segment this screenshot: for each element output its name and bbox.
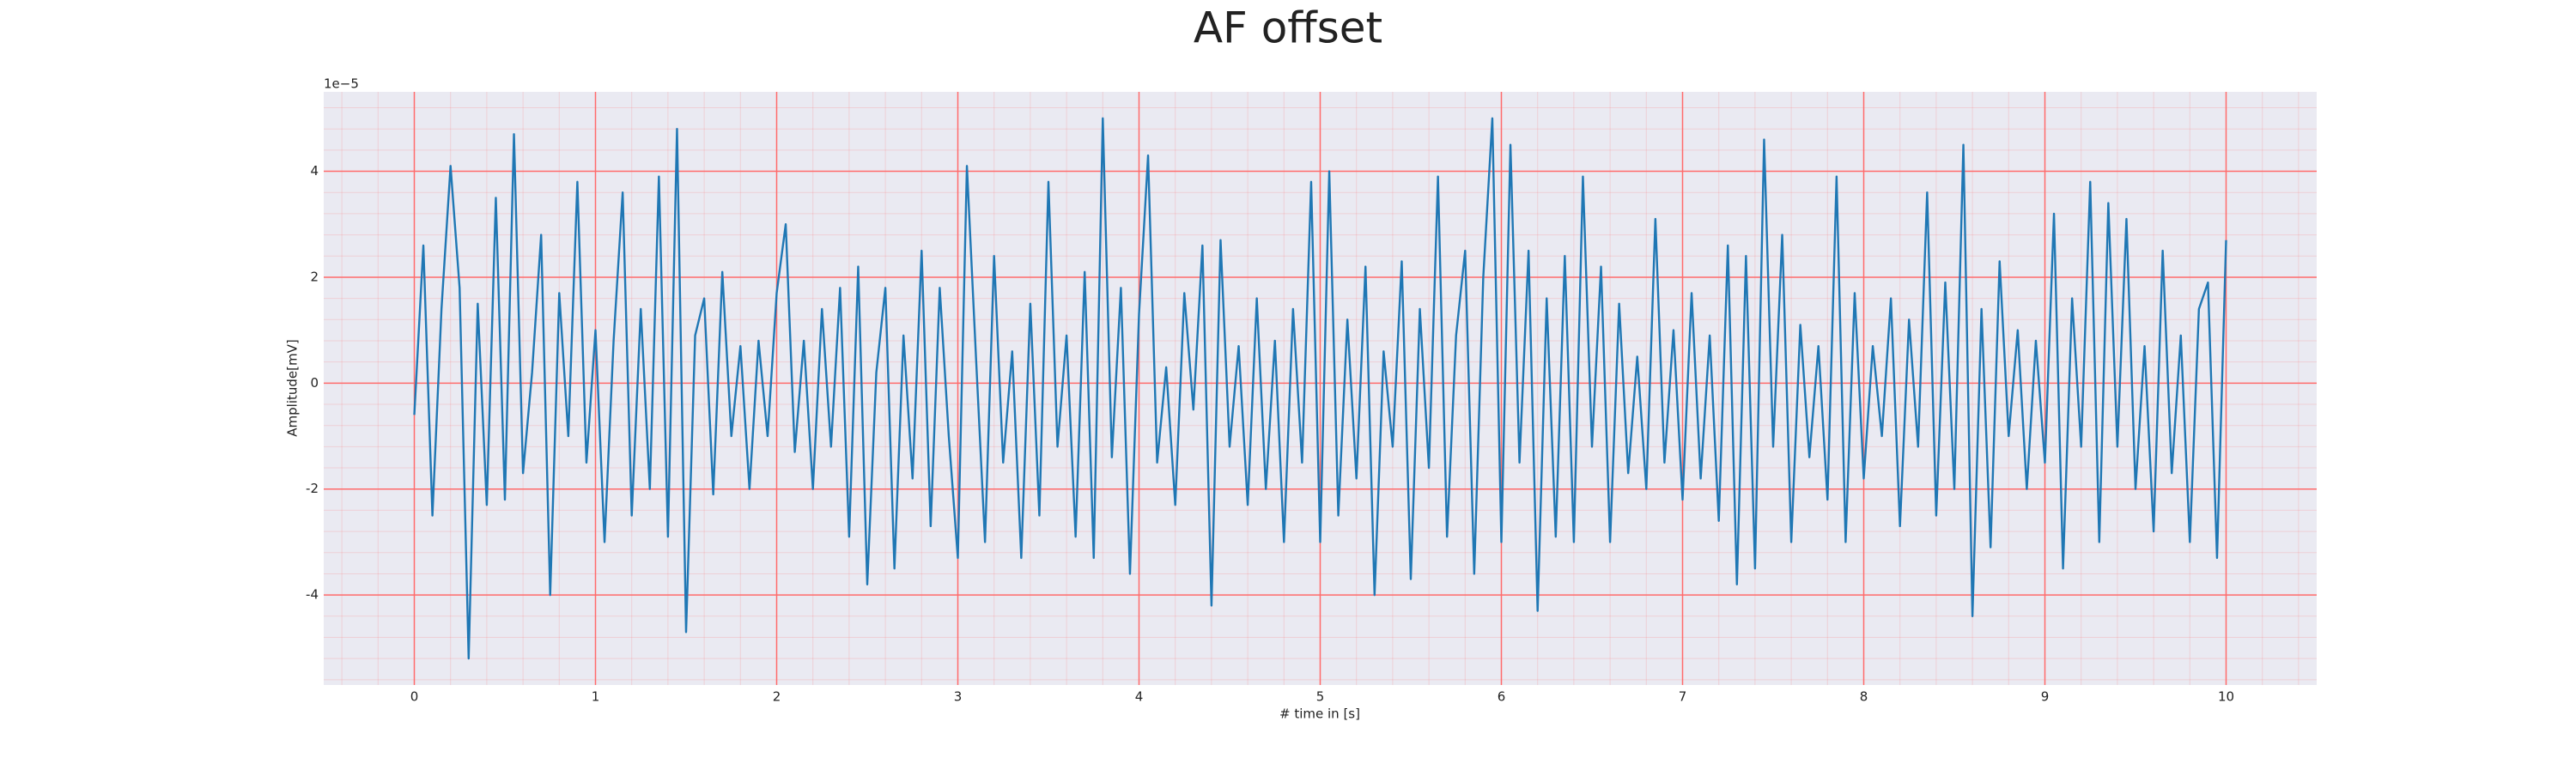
x-tick-label: 2 xyxy=(773,689,781,705)
y-axis-label: Amplitude[mV] xyxy=(285,339,301,436)
x-tick-label: 5 xyxy=(1316,689,1325,705)
y-tick-label: 0 xyxy=(310,375,319,391)
x-tick-label: 3 xyxy=(954,689,963,705)
x-tick-label: 1 xyxy=(592,689,600,705)
x-tick-label: 10 xyxy=(2218,689,2234,705)
x-tick-label: 7 xyxy=(1679,689,1687,705)
data-line xyxy=(413,117,2227,660)
y-tick-label: 2 xyxy=(310,269,319,284)
x-tick-label: 6 xyxy=(1498,689,1506,705)
y-offset-label: 1e−5 xyxy=(324,76,359,92)
y-tick-label: 4 xyxy=(310,163,319,179)
chart-title: AF offset xyxy=(1194,3,1382,53)
x-tick-label: 4 xyxy=(1135,689,1144,705)
y-tick-label: -2 xyxy=(306,481,319,496)
x-tick-label: 8 xyxy=(1860,689,1868,705)
x-axis-label: # time in [s] xyxy=(1279,706,1360,722)
x-tick-label: 9 xyxy=(2041,689,2050,705)
x-tick-label: 0 xyxy=(410,689,419,705)
y-tick-label: -4 xyxy=(306,587,319,603)
